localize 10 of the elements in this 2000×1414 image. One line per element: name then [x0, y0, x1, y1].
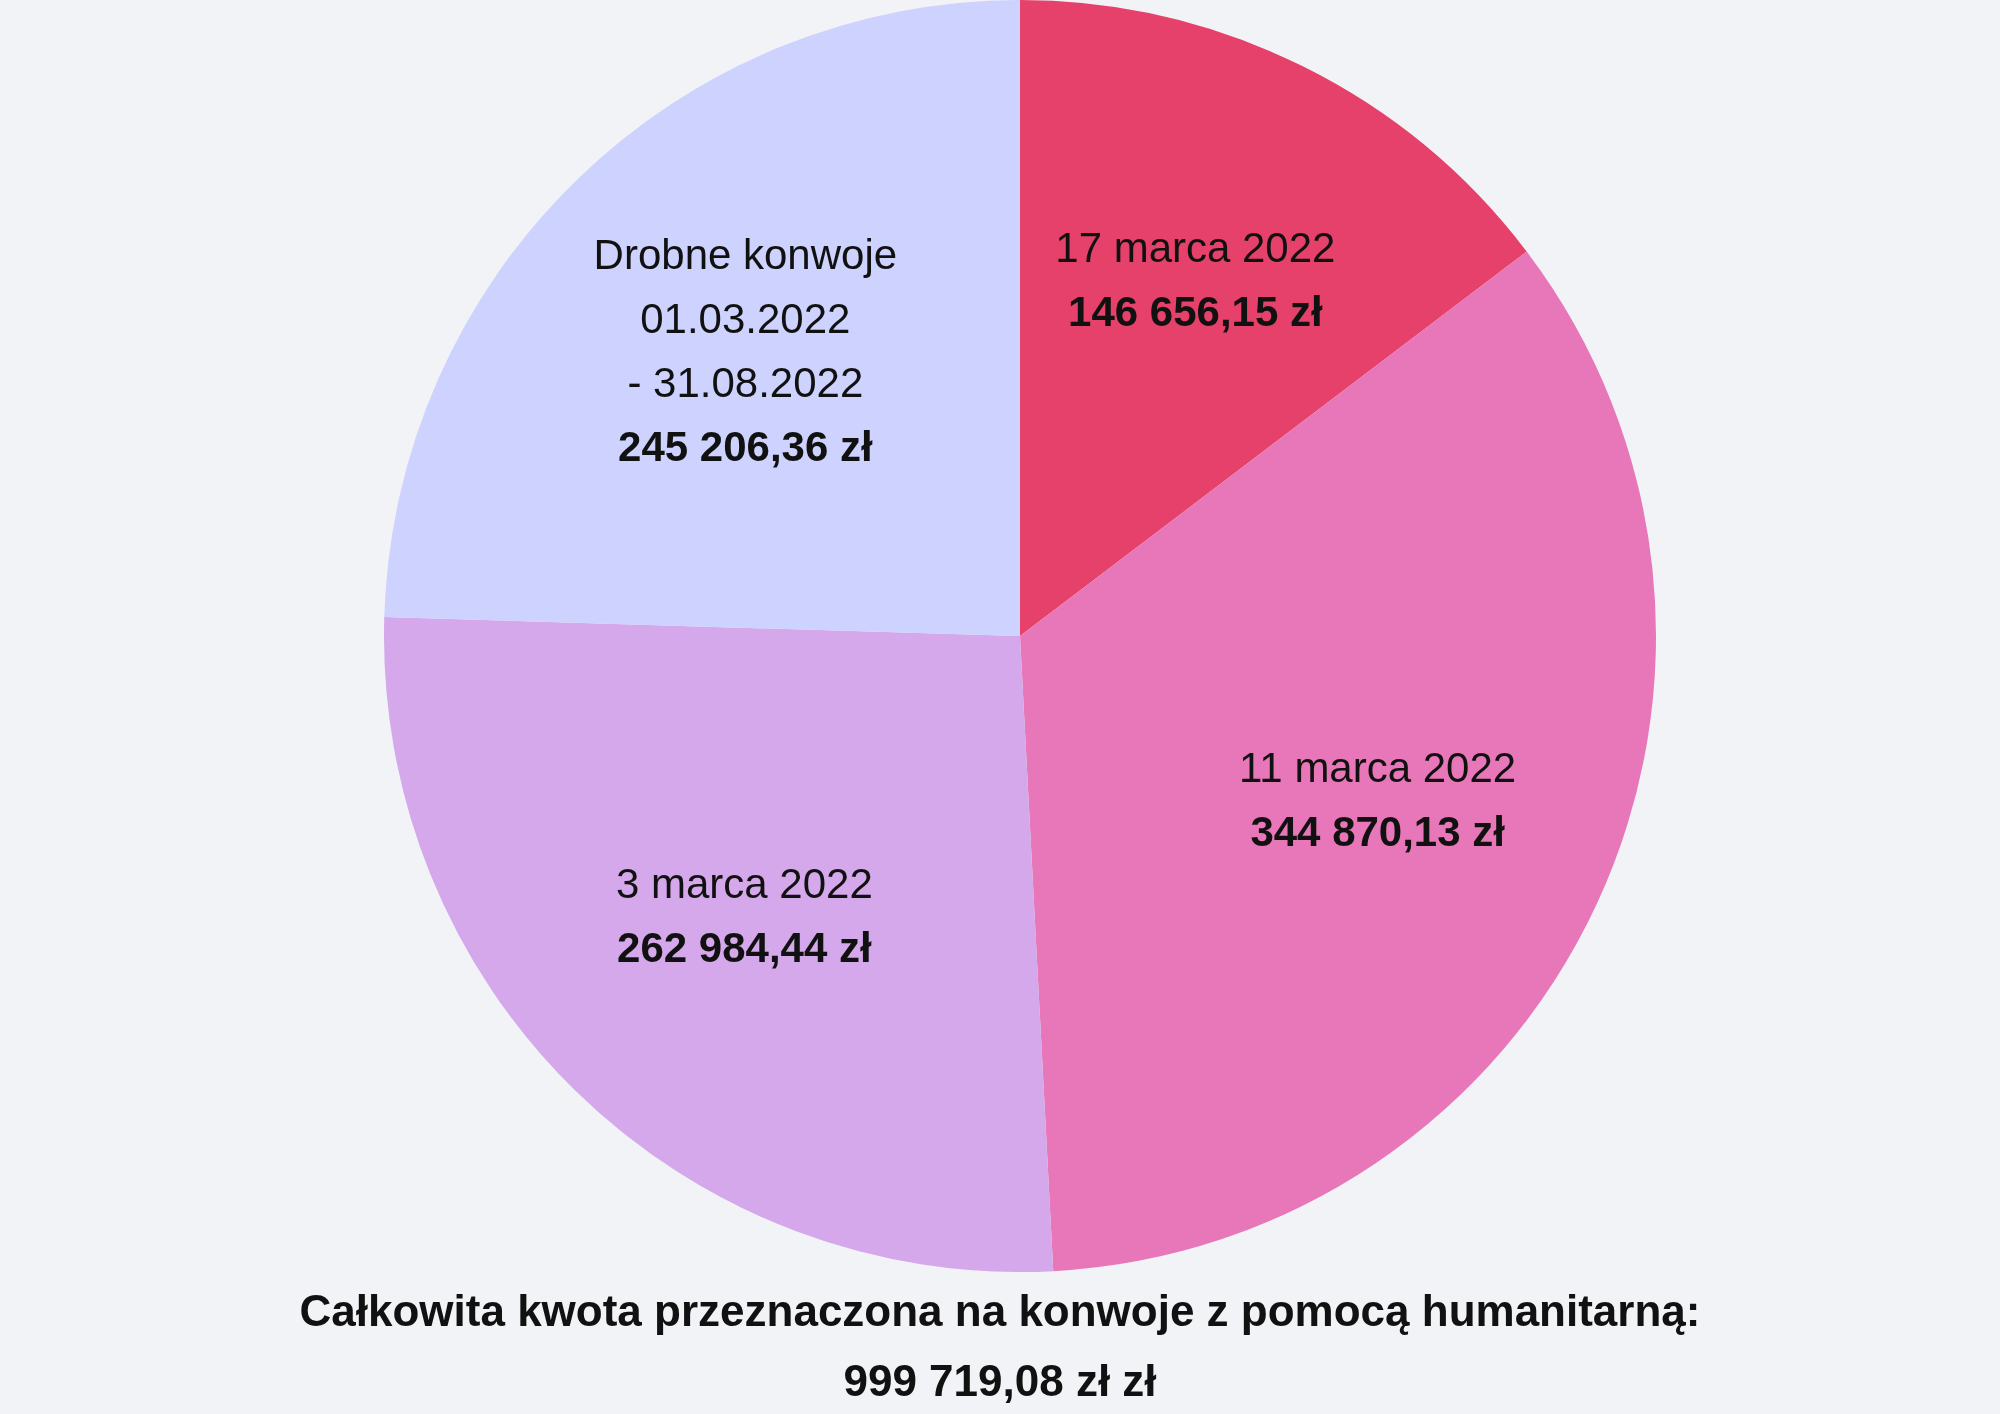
data-label: 245 206,36 zł — [618, 422, 873, 470]
slice-label: 11 marca 2022 — [1239, 743, 1517, 791]
slice-label: Drobne konwoje 01.03.2022 - 31.08.2022 — [593, 230, 898, 406]
slice-label: 3 marca 2022 — [615, 859, 873, 907]
data-label: 262 984,44 zł — [617, 923, 872, 971]
data-label: 344 870,13 zł — [1250, 807, 1506, 855]
data-label: 146 656,15 zł — [1068, 288, 1323, 336]
text: Całkowita kwota przeznaczona na konwoje z pomocą humanitarną: — [298, 1285, 1702, 1337]
slice-label: 17 marca 2022 — [1055, 224, 1336, 272]
text: 999 719,08 zł zł — [842, 1355, 1158, 1407]
